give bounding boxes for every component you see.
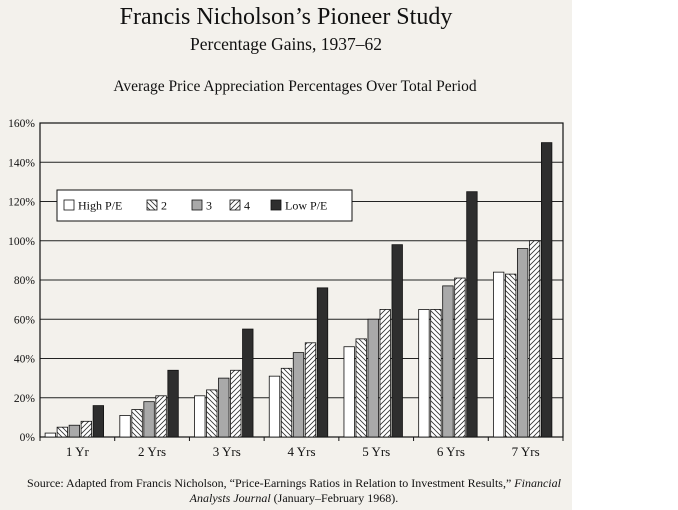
y-tick-label: 100% [8,236,35,248]
bar-3-1 [143,401,155,438]
y-tick-label: 0% [20,432,36,444]
bar-2-1 [131,409,143,438]
x-tick-label: 1 Yr [66,444,90,459]
y-tick-label: 160% [8,118,35,130]
x-tick-label: 6 Yrs [437,444,465,459]
bar-low-p-e-0 [92,405,105,438]
bar-high-p-e-1 [119,415,131,438]
bar-4-2 [230,369,242,438]
x-tick-label: 4 Yrs [287,444,315,459]
y-tick-label: 40% [14,354,36,366]
source-prefix: Source: Adapted from Francis Nicholson, … [27,476,515,490]
source-note: Source: Adapted from Francis Nicholson, … [20,476,568,506]
x-tick-label: 5 Yrs [362,444,390,459]
legend-label: Low P/E [285,199,327,213]
bar-2-6 [504,273,517,438]
chart-subtitle: Percentage Gains, 1937–62 [190,34,382,54]
legend-label: High P/E [78,199,122,213]
y-tick-label: 120% [8,197,35,209]
bar-4-3 [304,342,317,438]
bar-high-p-e-3 [268,375,281,438]
legend-box [56,189,353,222]
y-tick-label: 140% [8,157,35,169]
labels-layer: 0% 20% 40% 60% 80% 100% 120% 140% 160% 1 Yr 2 Yrs 3… [8,118,540,459]
bar-4-6 [528,240,541,438]
bar-2-4 [355,338,367,438]
legend: High P/E 2 3 4 Low P/E [56,189,353,222]
bar-4-0 [80,420,93,438]
source-suffix: (January–February 1968). [270,491,399,505]
source-journal: Financial Analysts Journal [189,476,561,505]
bar-high-p-e-4 [343,346,355,438]
x-tick-label: 2 Yrs [138,444,166,459]
y-tick-label: 80% [14,275,36,287]
x-tick-label: 3 Yrs [213,444,241,459]
bar-4-4 [379,309,391,438]
bar-low-p-e-2 [242,328,254,438]
bar-high-p-e-0 [44,432,57,438]
bar-3-4 [367,318,379,438]
legend-swatch [191,199,203,211]
bar-2-3 [280,367,293,438]
bar-4-5 [454,277,466,438]
legend-swatch [146,199,158,211]
bar-3-6 [516,248,529,438]
x-tick-label: 7 Yrs [512,444,540,459]
bar-low-p-e-5 [466,191,478,438]
bar-high-p-e-5 [418,309,430,438]
bar-3-0 [68,424,81,438]
y-tick-label: 20% [14,393,36,405]
bar-chart: 0% 20% 40% 60% 80% 100% 120% 140% 160% 1 Yr 2 Yrs 3… [8,118,564,459]
bar-low-p-e-4 [391,244,403,438]
chart-title: Francis Nicholson’s Pioneer Study [119,4,453,30]
bar-low-p-e-3 [316,287,329,438]
bar-3-3 [292,352,305,438]
bar-2-2 [206,389,218,438]
bar-4-1 [155,395,167,438]
legend-label: 4 [244,199,250,213]
bar-high-p-e-2 [194,395,206,438]
legend-swatch [63,199,75,211]
legend-label: 3 [206,199,212,213]
page-edge [572,0,678,510]
chart-heading: Average Price Appreciation Percentages O… [113,78,477,95]
bar-3-2 [218,377,230,438]
bar-3-5 [442,285,454,438]
y-tick-label: 60% [14,314,36,326]
bars-layer [44,142,553,438]
legend-label: 2 [161,199,167,213]
bar-high-p-e-6 [492,271,505,438]
bar-2-5 [430,309,442,438]
legend-swatch [270,199,282,211]
bar-low-p-e-6 [540,142,553,438]
legend-swatch [229,199,241,211]
bar-low-p-e-1 [167,369,179,438]
bar-2-0 [56,426,69,438]
